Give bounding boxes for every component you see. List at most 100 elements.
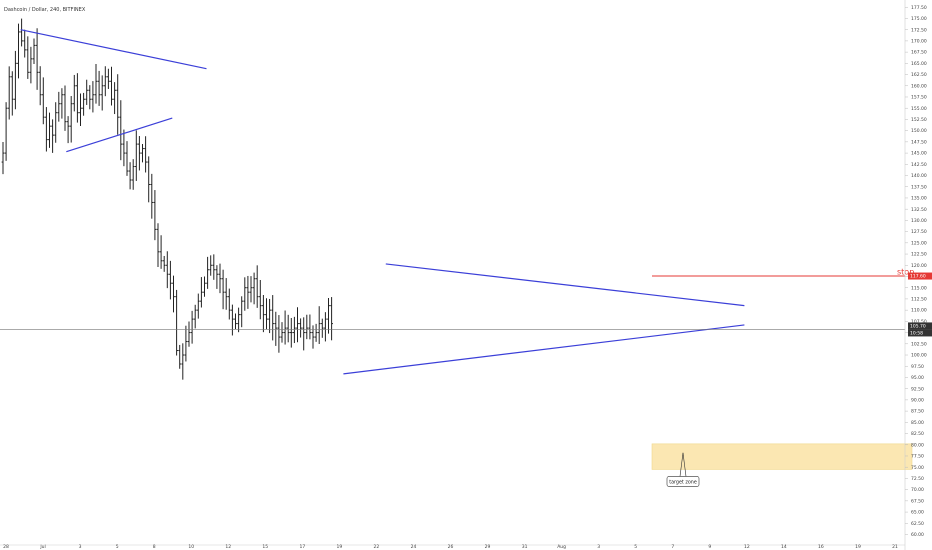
y-tick-label: 152.50: [911, 117, 927, 123]
ohlc-bar: [110, 66, 113, 106]
y-tick-label: 72.50: [911, 476, 924, 482]
ohlc-bar: [293, 316, 296, 344]
ohlc-bar: [327, 298, 330, 334]
x-tick-label: 12: [225, 544, 231, 550]
ohlc-bar: [45, 107, 48, 152]
x-tick-label: 14: [781, 544, 787, 550]
ohlc-bar: [175, 289, 178, 356]
ohlc-bar: [69, 96, 73, 143]
ohlc-bar: [60, 88, 64, 119]
x-tick-label: 24: [411, 544, 417, 550]
y-tick-label: 160.00: [911, 83, 927, 89]
ohlc-bar: [17, 23, 20, 79]
ohlc-bar: [144, 136, 147, 173]
ohlc-bar: [258, 279, 262, 320]
ohlc-bar: [107, 68, 110, 89]
ohlc-bar: [246, 275, 250, 309]
early-triangle-lower: [66, 117, 173, 153]
ohlc-bar: [184, 325, 188, 362]
ohlc-bar: [286, 314, 290, 343]
ohlc-bar: [153, 190, 157, 241]
x-tick-label: 22: [374, 544, 380, 550]
y-tick-label: 77.50: [911, 454, 924, 460]
y-tick-label: 157.50: [911, 95, 927, 101]
ohlc-bar: [178, 344, 182, 369]
y-tick-label: 135.00: [911, 196, 927, 202]
ohlc-bar: [314, 323, 318, 342]
y-tick-label: 130.00: [911, 218, 927, 224]
ohlc-bar: [85, 79, 89, 105]
target-zone-label: target zone: [669, 479, 697, 485]
ohlc-bar: [41, 77, 45, 125]
ohlc-bar: [193, 304, 197, 329]
y-tick-label: 75.00: [911, 465, 924, 471]
x-tick-label: 3: [597, 544, 600, 550]
ohlc-bar: [57, 91, 61, 122]
ohlc-bar: [156, 223, 160, 267]
current-time-tag-label: 10:58: [910, 330, 923, 336]
ohlc-bar: [125, 141, 129, 176]
y-tick-label: 142.50: [911, 162, 927, 168]
x-tick-label: 31: [522, 544, 528, 550]
y-tick-label: 150.00: [911, 128, 927, 134]
ohlc-bar: [26, 36, 30, 79]
ohlc-bar: [134, 130, 138, 181]
ohlc-bar: [38, 66, 42, 106]
x-tick-label: 19: [337, 544, 343, 550]
chart-title: Dashcoin / Dollar, 240, BITFINEX: [4, 7, 86, 13]
y-tick-label: 155.00: [911, 106, 927, 112]
y-tick-label: 175.00: [911, 16, 927, 22]
ohlc-bar: [97, 70, 101, 106]
ohlc-bar: [289, 317, 293, 348]
ohlc-bar: [48, 112, 51, 148]
y-tick-label: 122.50: [911, 252, 927, 258]
y-tick-label: 110.00: [911, 308, 927, 314]
ohlc-bar: [29, 46, 33, 84]
y-tick-label: 112.50: [911, 297, 927, 303]
ohlc-bar: [181, 343, 185, 380]
ohlc-bar: [32, 38, 36, 65]
ohlc-bar: [35, 28, 39, 90]
annotations: target zone: [666, 452, 700, 487]
y-tick-label: 140.00: [911, 173, 927, 179]
early-triangle-upper: [20, 29, 207, 70]
ohlc-bar: [23, 29, 27, 58]
x-tick-label: 28: [3, 544, 9, 550]
ohlc-bar: [200, 277, 203, 308]
ohlc-bar: [268, 298, 271, 334]
x-tick-label: 26: [448, 544, 454, 550]
ohlc-bar: [147, 156, 151, 203]
ohlc-bar: [159, 235, 163, 269]
ohlc-bar: [141, 144, 144, 163]
x-tick-label: 3: [79, 544, 82, 550]
y-tick-label: 90.00: [911, 397, 924, 403]
stop-price-tag: [908, 272, 932, 280]
y-tick-label: 120.00: [911, 263, 927, 269]
ohlc-bar: [79, 93, 82, 126]
ohlc-bar: [103, 66, 107, 97]
ohlc-bar: [262, 294, 265, 333]
ohlc-bar: [88, 85, 92, 110]
y-tick-label: 70.00: [911, 487, 924, 493]
callout-pointer: [679, 452, 684, 477]
y-tick-label: 125.00: [911, 240, 927, 246]
y-tick-label: 170.00: [911, 38, 927, 44]
ohlc-bar: [91, 81, 95, 113]
y-tick-label: 67.50: [911, 498, 924, 504]
ohlc-bar: [72, 74, 76, 112]
ohlc-bar: [265, 298, 268, 330]
price-levels: stop: [0, 268, 914, 330]
callout-pointer: [682, 452, 687, 477]
y-tick-label: 162.50: [911, 72, 927, 78]
ohlc-bar: [14, 50, 17, 110]
ohlc-bar: [302, 317, 306, 351]
ohlc-bar: [277, 315, 281, 353]
ohlc-bar: [138, 136, 141, 171]
target-zone-group: [651, 443, 913, 470]
y-tick-label: 62.50: [911, 521, 924, 527]
y-tick-label: 132.50: [911, 207, 927, 213]
ohlc-bar: [324, 312, 327, 342]
ohlc-bar: [240, 296, 244, 328]
x-tick-label: 15: [262, 544, 268, 550]
